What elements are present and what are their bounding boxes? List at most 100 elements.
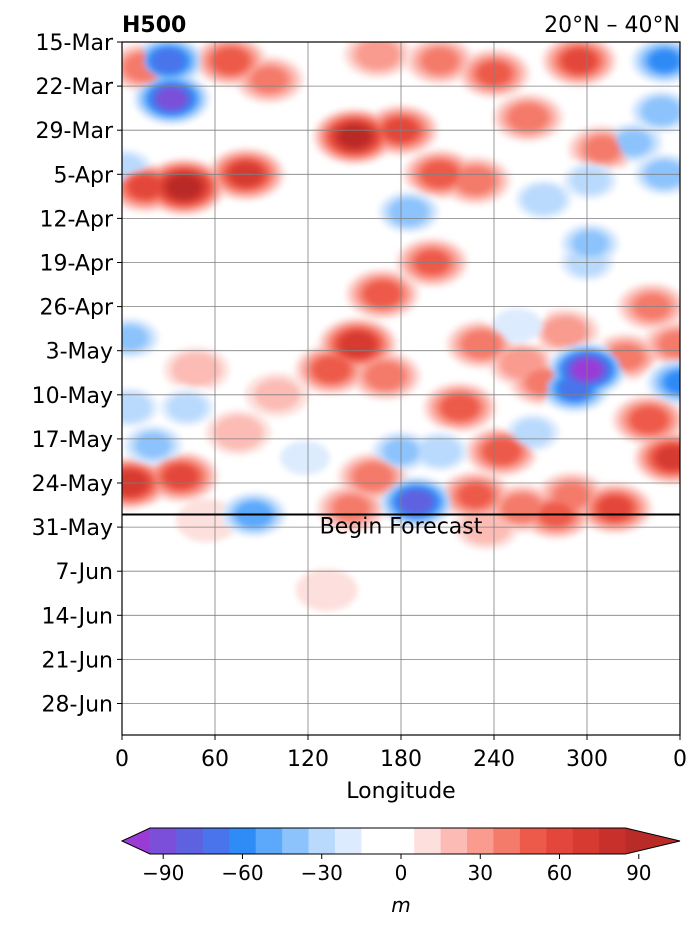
y-tick-label: 22-Mar <box>36 75 114 100</box>
colorbar-segment <box>467 828 494 854</box>
anomaly-contour <box>135 432 171 458</box>
anomaly-contour <box>364 281 401 307</box>
y-tick-label: 28-Jun <box>41 693 113 718</box>
y-tick-label: 14-Jun <box>41 604 113 629</box>
colorbar-tick-label: −60 <box>221 861 263 885</box>
colorbar-tick-label: −30 <box>301 861 343 885</box>
colorbar-segment <box>519 828 547 854</box>
y-tick-label: 21-Jun <box>41 648 113 673</box>
anomaly-contour <box>508 103 548 132</box>
anomaly-contour <box>513 418 553 447</box>
x-tick-label: 60 <box>201 747 229 772</box>
anomaly-contour <box>122 392 152 423</box>
y-tick-label: 10-May <box>32 384 113 409</box>
colorbar: −90 −60 −30 0 30 60 90 <box>120 827 681 885</box>
anomaly-contour <box>630 407 668 433</box>
x-tick-label: 120 <box>287 747 329 772</box>
anomaly-contour <box>459 483 492 508</box>
x-tick-label: 240 <box>473 747 515 772</box>
colorbar-tick-label: 0 <box>395 861 408 885</box>
anomaly-contour <box>389 198 429 227</box>
y-axis: 15-Mar 22-Mar 29-Mar 5-Apr 12-Apr 19-Apr 26-Ap… <box>32 31 122 718</box>
anomaly-contour <box>584 136 621 162</box>
anomaly-contour <box>212 47 249 74</box>
colorbar-segment <box>361 828 389 854</box>
anomaly-contour <box>657 446 680 469</box>
anomaly-contour <box>341 332 375 357</box>
anomaly-contour <box>483 438 521 465</box>
colorbar-segment <box>440 828 468 854</box>
anomaly-contour <box>659 331 680 357</box>
colorbar-segment <box>334 828 362 854</box>
y-tick-label: 31-May <box>32 516 113 541</box>
colorbar-segment <box>572 828 600 854</box>
anomaly-contour <box>213 415 264 450</box>
y-tick-label: 3-May <box>46 340 113 365</box>
colorbar-segment <box>546 828 574 854</box>
anomaly-contour <box>340 126 369 147</box>
colorbar-tick-label: 60 <box>547 861 572 885</box>
x-axis-label: Longitude <box>346 779 455 804</box>
chart-title-left: H500 <box>122 13 186 38</box>
colorbar-tick-label: −90 <box>142 861 184 885</box>
colorbar-segment <box>599 828 626 854</box>
x-axis: 0 60 120 180 240 300 0 <box>115 735 687 772</box>
anomaly-contour <box>365 362 406 390</box>
colorbar-segment <box>176 828 204 854</box>
anomaly-contour <box>455 166 495 195</box>
anomaly-contour <box>356 42 400 70</box>
colorbar-segment <box>625 828 680 854</box>
anomaly-contour <box>165 465 197 489</box>
colorbar-segment <box>387 828 415 854</box>
anomaly-contour <box>563 49 595 73</box>
anomaly-contour <box>129 175 161 199</box>
colorbar-outline <box>120 827 681 855</box>
colorbar-segment <box>493 828 521 854</box>
anomaly-contour <box>313 356 350 383</box>
anomaly-contour <box>422 48 458 74</box>
x-tick-label: 180 <box>380 747 422 772</box>
y-tick-label: 29-Mar <box>36 119 114 144</box>
anomaly-contour <box>418 436 462 467</box>
anomaly-contour <box>492 308 543 343</box>
anomaly-contour <box>543 316 587 347</box>
colorbar-segment <box>414 828 442 854</box>
x-tick-label: 300 <box>566 747 608 772</box>
colorbar-label: m <box>391 893 410 917</box>
anomaly-contour <box>400 490 433 514</box>
anomaly-contour <box>295 568 358 612</box>
anomaly-contour <box>599 496 631 520</box>
y-tick-label: 5-Apr <box>53 163 113 188</box>
colorbar-segment <box>255 828 283 854</box>
x-tick-label: 0 <box>115 747 129 772</box>
anomaly-contour <box>522 184 566 215</box>
anomaly-contour <box>122 325 148 351</box>
anomaly-contour <box>572 231 608 257</box>
anomaly-contour <box>641 97 680 126</box>
colorbar-segment <box>282 828 309 854</box>
grid-lines <box>122 42 680 735</box>
anomaly-contour <box>441 394 479 421</box>
y-tick-label: 12-Apr <box>39 207 113 232</box>
y-tick-label: 17-May <box>32 428 113 453</box>
colorbar-tick-label: 90 <box>626 861 651 885</box>
anomaly-contour <box>280 440 330 476</box>
anomaly-contour <box>462 330 502 359</box>
colorbar-segment <box>229 828 257 854</box>
anomaly-contour <box>167 393 207 422</box>
colorbar-segment <box>202 828 230 854</box>
y-tick-label: 7-Jun <box>55 560 113 585</box>
y-tick-label: 26-Apr <box>39 296 113 321</box>
anomaly-contour <box>171 352 222 387</box>
colorbar-segment <box>122 828 150 854</box>
x-tick-label: 0 <box>673 747 687 772</box>
anomaly-contour <box>615 130 652 156</box>
anomaly-contour <box>664 370 680 394</box>
anomaly-contour <box>251 67 287 93</box>
colorbar-segment <box>150 828 177 854</box>
y-tick-label: 24-May <box>32 472 113 497</box>
chart-title-right: 20°N – 40°N <box>544 13 680 38</box>
anomaly-contour <box>353 462 393 491</box>
colorbar-segment <box>308 828 336 854</box>
